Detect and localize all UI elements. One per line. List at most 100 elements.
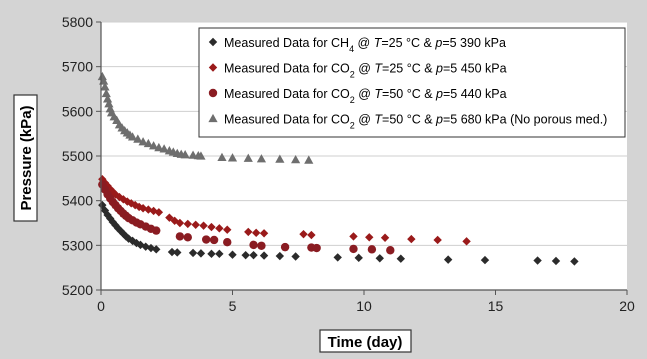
data-point	[396, 254, 406, 263]
data-point	[280, 242, 290, 252]
data-points	[97, 71, 579, 266]
data-point	[180, 150, 190, 159]
data-point	[307, 230, 316, 240]
data-point	[202, 235, 211, 244]
data-point	[97, 71, 107, 81]
y-axis-title-text: Pressure (kPa)	[18, 105, 35, 210]
legend-entry: Measured Data for CH4 @ T=25 °C & p=5 39…	[224, 36, 506, 54]
data-point	[146, 243, 156, 253]
data-point	[228, 250, 237, 259]
data-point	[167, 247, 177, 257]
legend-marker	[208, 88, 218, 98]
legend-entry: Measured Data for CO2 @ T=50 °C & p=5 68…	[224, 113, 607, 131]
x-axis-title-box	[319, 329, 412, 353]
data-point	[103, 181, 112, 191]
data-point	[349, 232, 358, 241]
data-point	[304, 155, 314, 164]
data-point	[259, 251, 269, 260]
data-point	[299, 229, 308, 239]
x-tick-label: 15	[488, 298, 504, 314]
data-point	[249, 240, 258, 250]
data-point	[138, 137, 148, 146]
data-point	[102, 94, 113, 103]
x-axis-title: Time (day)	[319, 329, 412, 353]
data-point	[207, 222, 216, 232]
data-point	[111, 221, 120, 230]
data-point	[101, 88, 111, 98]
data-point	[207, 249, 216, 259]
data-point	[275, 154, 285, 163]
data-point	[243, 153, 253, 162]
data-point	[199, 221, 208, 230]
data-point	[209, 235, 219, 245]
y-tick-label: 5500	[62, 148, 93, 164]
data-point	[100, 82, 110, 91]
legend-marker	[208, 113, 218, 123]
data-point	[570, 257, 579, 266]
data-point	[257, 241, 266, 250]
y-tick-label: 5600	[62, 103, 93, 119]
data-point	[196, 151, 206, 160]
data-point	[354, 253, 363, 263]
data-point	[367, 245, 377, 254]
data-point	[433, 235, 442, 245]
data-point	[259, 229, 269, 238]
x-tick-label: 0	[97, 298, 105, 314]
data-point	[407, 234, 416, 244]
x-ticks: 0 5 10 15 20	[97, 290, 635, 314]
data-point	[333, 253, 342, 262]
data-point	[462, 237, 471, 246]
legend-box	[198, 27, 626, 138]
y-axis-title: Pressure (kPa)	[13, 94, 38, 222]
data-point	[175, 232, 185, 241]
data-point	[152, 245, 161, 254]
data-point	[380, 233, 390, 242]
data-point	[154, 208, 164, 217]
x-tick-label: 10	[356, 298, 372, 314]
y-tick-label: 5800	[62, 14, 93, 30]
data-point	[175, 218, 185, 228]
x-tick-label: 5	[229, 298, 237, 314]
data-point	[249, 250, 258, 260]
x-axis-title-text: Time (day)	[328, 334, 403, 351]
data-point	[149, 141, 159, 150]
series-0	[98, 200, 579, 266]
data-point	[119, 229, 128, 238]
data-point	[183, 233, 192, 242]
data-point	[241, 250, 250, 260]
data-point	[196, 249, 206, 258]
data-point	[227, 153, 238, 162]
data-point	[223, 225, 232, 234]
data-point	[128, 236, 137, 246]
data-point	[480, 255, 490, 265]
data-point	[152, 226, 161, 235]
data-point	[108, 187, 118, 196]
x-tick-label: 20	[619, 298, 635, 314]
legend-entry: Measured Data for CO2 @ T=50 °C & p=5 44…	[224, 87, 507, 105]
data-point	[127, 132, 138, 141]
y-tick-label: 5400	[62, 193, 93, 209]
data-point	[349, 244, 358, 254]
data-point	[251, 228, 261, 238]
series-3	[97, 71, 314, 164]
data-point	[215, 224, 224, 233]
data-point	[215, 249, 224, 259]
data-point	[111, 190, 120, 199]
data-point	[291, 154, 301, 164]
data-point	[533, 256, 542, 265]
legend: Measured Data for CH4 @ T=25 °C & p=5 39…	[198, 27, 626, 138]
y-tick-label: 5700	[62, 59, 93, 75]
data-point	[217, 152, 227, 162]
data-point	[191, 220, 200, 229]
data-point	[256, 154, 267, 163]
data-point	[188, 248, 198, 258]
data-point	[365, 233, 374, 242]
data-point	[159, 144, 169, 153]
data-point	[312, 243, 321, 253]
data-point	[386, 246, 395, 255]
data-point	[98, 200, 107, 210]
legend-marker	[208, 37, 218, 47]
legend-entry: Measured Data for CO2 @ T=25 °C & p=5 45…	[224, 62, 507, 80]
